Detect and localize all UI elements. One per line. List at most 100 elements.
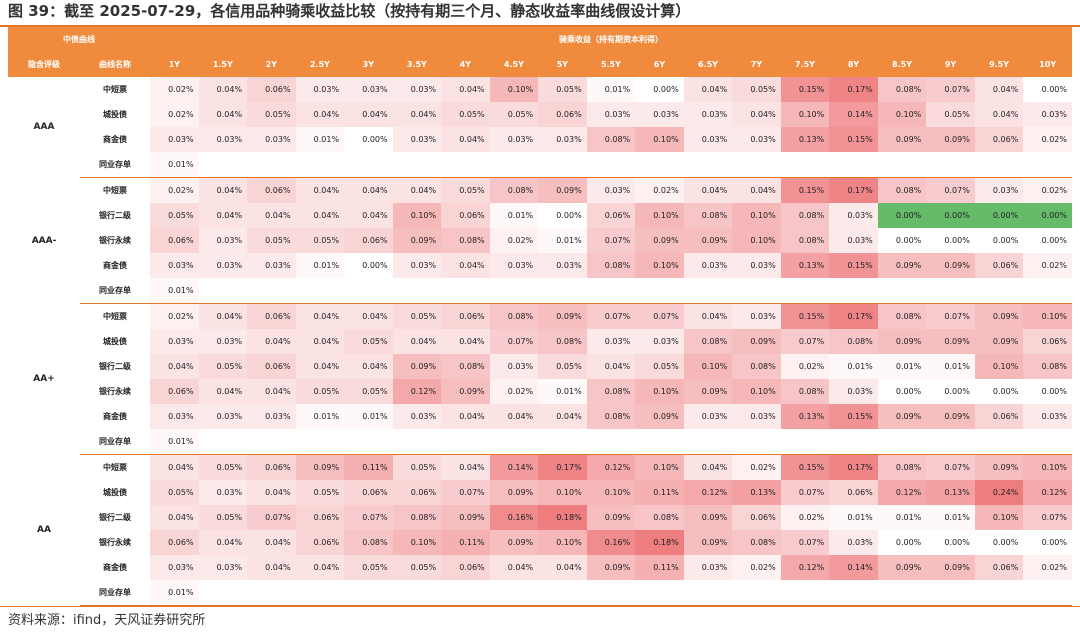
value-cell: 0.04% (198, 379, 248, 404)
value-cell: 0.18% (635, 530, 684, 555)
value-cell: 0.13% (926, 480, 975, 505)
value-cell: 0.02% (489, 379, 539, 404)
value-cell (635, 278, 684, 304)
value-cell (829, 429, 878, 455)
value-cell: 0.04% (683, 303, 733, 329)
curve-name-cell: 银行永续 (80, 530, 151, 555)
value-cell: 0.05% (392, 454, 442, 480)
value-cell: 0.07% (344, 505, 393, 530)
value-cell: 0.10% (877, 102, 927, 127)
value-cell: 0.02% (1023, 127, 1072, 152)
value-cell: 0.15% (780, 77, 830, 102)
value-cell: 0.03% (635, 329, 684, 354)
value-cell: 0.04% (683, 77, 733, 102)
value-cell: 0.11% (635, 480, 684, 505)
curve-name-cell: 银行永续 (80, 379, 151, 404)
value-cell: 0.03% (150, 253, 199, 278)
value-cell: 0.06% (295, 505, 345, 530)
value-cell: 0.06% (247, 303, 296, 329)
curve-name-cell: 城投债 (80, 102, 151, 127)
term-header: 5.5Y (586, 52, 636, 77)
curve-name-cell: 中短票 (80, 454, 151, 480)
value-cell: 0.06% (392, 480, 442, 505)
table-row: 同业存单 0.01% (8, 429, 1072, 455)
value-cell: 0.12% (586, 454, 636, 480)
value-cell: 0.01% (926, 505, 975, 530)
value-cell (732, 580, 781, 606)
value-cell: 0.09% (586, 555, 636, 580)
value-cell (877, 278, 927, 304)
value-cell: 0.00% (974, 203, 1024, 228)
value-cell: 0.04% (150, 454, 199, 480)
value-cell: 0.05% (198, 505, 248, 530)
value-cell: 0.02% (150, 102, 199, 127)
value-cell: 0.05% (538, 354, 587, 379)
table-row: AAA- 中短票 0.02% 0.04% 0.06% 0.04% 0.04% 0.04% 0.0… (8, 177, 1072, 304)
value-cell: 0.17% (829, 77, 878, 102)
value-cell: 0.10% (538, 530, 587, 555)
value-cell: 0.03% (829, 530, 878, 555)
left-group-header: 中债曲线 (8, 27, 151, 52)
value-cell: 0.08% (586, 404, 636, 429)
value-cell: 0.08% (441, 228, 490, 253)
value-cell: 0.09% (441, 379, 490, 404)
value-cell: 0.02% (1023, 177, 1072, 203)
value-cell: 0.08% (877, 177, 927, 203)
value-cell: 0.05% (926, 102, 975, 127)
value-cell: 0.08% (877, 77, 927, 102)
value-cell: 0.09% (392, 354, 442, 379)
value-cell: 0.04% (344, 177, 393, 203)
value-cell: 0.02% (150, 177, 199, 203)
value-cell: 0.09% (926, 329, 975, 354)
value-cell: 0.13% (780, 127, 830, 152)
value-cell (877, 152, 927, 178)
value-cell: 0.03% (198, 329, 248, 354)
value-cell: 0.06% (344, 480, 393, 505)
value-cell: 0.07% (926, 77, 975, 102)
value-cell: 0.03% (586, 102, 636, 127)
curve-name-cell: 商金债 (80, 127, 151, 152)
value-cell: 0.16% (489, 505, 539, 530)
value-cell: 0.08% (780, 203, 830, 228)
value-cell: 0.07% (926, 177, 975, 203)
value-cell: 0.15% (829, 253, 878, 278)
value-cell: 0.04% (295, 303, 345, 329)
value-cell: 0.03% (829, 228, 878, 253)
value-cell: 0.04% (247, 379, 296, 404)
value-cell: 0.10% (780, 102, 830, 127)
term-header: 2.5Y (295, 52, 345, 77)
value-cell: 0.01% (150, 278, 199, 304)
value-cell: 0.04% (441, 77, 490, 102)
value-cell: 0.10% (732, 203, 781, 228)
value-cell: 0.08% (732, 530, 781, 555)
value-cell: 0.09% (683, 379, 733, 404)
value-cell: 0.09% (538, 177, 587, 203)
value-cell: 0.09% (635, 404, 684, 429)
value-cell: 0.10% (635, 127, 684, 152)
value-cell: 0.01% (877, 354, 927, 379)
value-cell: 0.06% (586, 203, 636, 228)
value-cell: 0.06% (247, 354, 296, 379)
value-cell: 0.08% (683, 203, 733, 228)
value-cell: 0.03% (732, 127, 781, 152)
value-cell: 0.09% (683, 228, 733, 253)
source-note: 资料来源：ifind，天风证券研究所 (8, 613, 206, 628)
value-cell: 0.07% (635, 303, 684, 329)
value-cell (198, 429, 248, 455)
value-cell: 0.01% (538, 379, 587, 404)
value-cell: 0.08% (877, 454, 927, 480)
value-cell (198, 580, 248, 606)
value-cell: 0.13% (780, 404, 830, 429)
value-cell (344, 580, 393, 606)
value-cell: 0.03% (683, 404, 733, 429)
value-cell: 0.05% (392, 555, 442, 580)
value-cell: 0.05% (150, 480, 199, 505)
value-cell: 0.12% (1023, 480, 1072, 505)
value-cell: 0.12% (877, 480, 927, 505)
value-cell (974, 152, 1024, 178)
header-row-terms: 隐含评级 曲线名称 1Y 1.5Y 2Y 2.5Y 3Y 3.5Y 4Y 4.5Y 5Y 5.5Y… (8, 52, 1072, 77)
value-cell: 0.15% (780, 303, 830, 329)
value-cell: 0.02% (150, 303, 199, 329)
value-cell: 0.04% (295, 329, 345, 354)
table-row: 银行永续 0.06% 0.04% 0.04% 0.05% 0.05% 0.12% 0.09% 0… (8, 379, 1072, 404)
